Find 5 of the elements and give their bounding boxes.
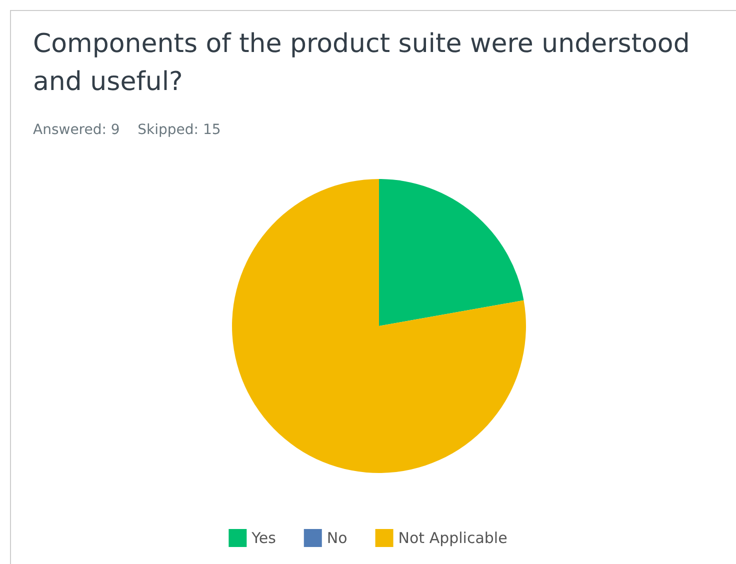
legend-label: Not Applicable xyxy=(398,529,508,547)
chart-subtitle: Answered: 9 Skipped: 15 xyxy=(33,122,221,138)
chart-title: Components of the product suite were understood and useful? xyxy=(33,29,698,97)
legend-label: Yes xyxy=(250,529,276,547)
legend-label: No xyxy=(326,529,348,547)
